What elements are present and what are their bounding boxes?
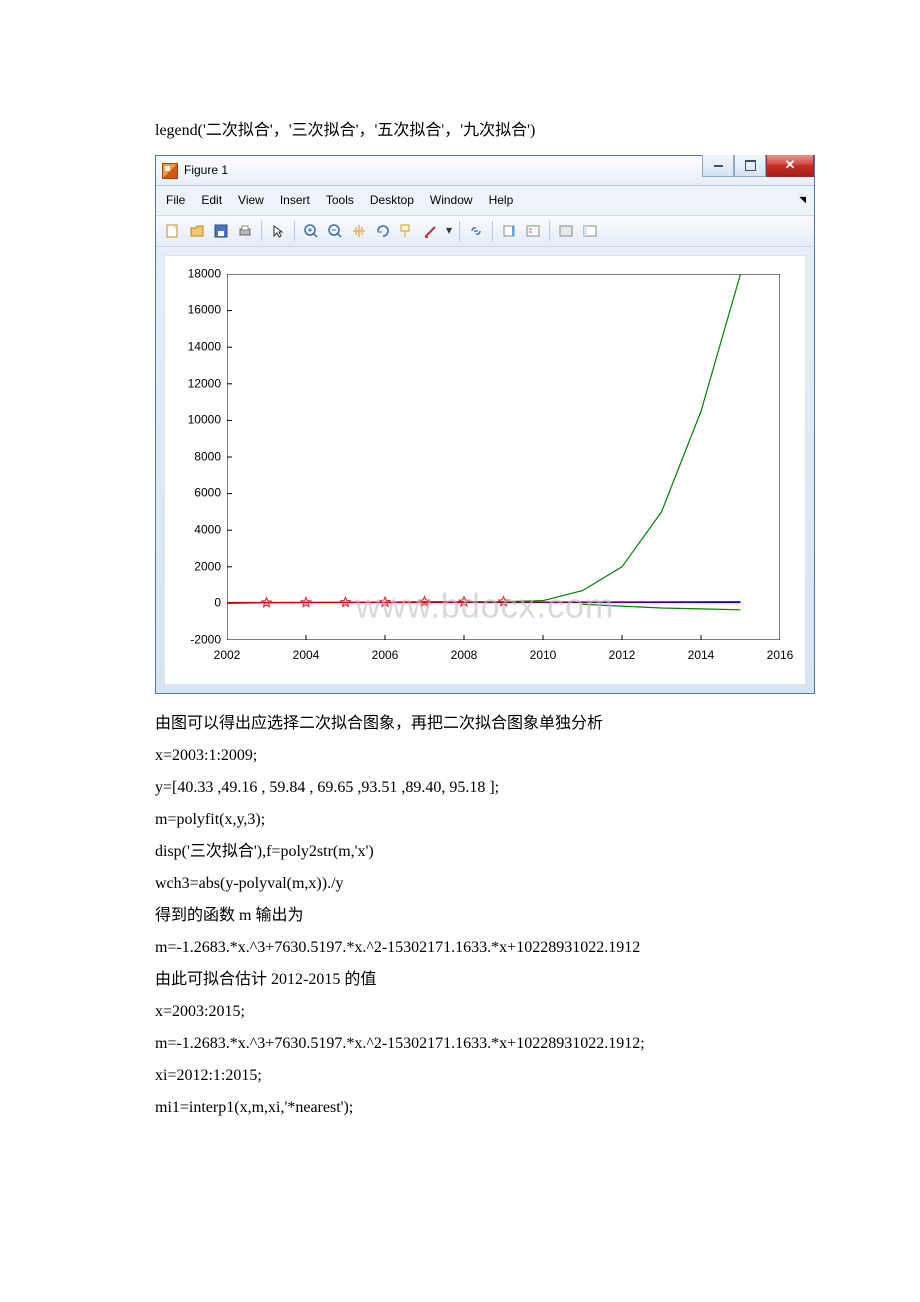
ytick-label: 10000	[177, 409, 227, 432]
pan-icon[interactable]	[348, 220, 370, 242]
ytick-label: 6000	[177, 482, 227, 505]
dropdown-icon[interactable]: ▾	[444, 220, 454, 242]
ytick-label: 8000	[177, 445, 227, 468]
chart-canvas	[227, 274, 780, 640]
menu-toggle-icon[interactable]: ◥	[799, 190, 806, 211]
body-l9: 由此可拟合估计 2012-2015 的值	[155, 964, 765, 996]
menu-help[interactable]: Help	[489, 189, 514, 212]
legend-icon[interactable]	[522, 220, 544, 242]
datacursor-icon[interactable]	[396, 220, 418, 242]
maximize-button[interactable]	[734, 155, 766, 177]
minimize-button[interactable]	[702, 155, 734, 177]
open-icon[interactable]	[186, 220, 208, 242]
body-l5: disp('三次拟合'),f=poly2str(m,'x')	[155, 836, 765, 868]
xtick-label: 2012	[609, 640, 636, 667]
titlebar: Figure 1 ✕	[156, 156, 814, 186]
brush-icon[interactable]	[420, 220, 442, 242]
zoom-out-icon[interactable]	[324, 220, 346, 242]
ytick-label: 2000	[177, 555, 227, 578]
body-l8: m=-1.2683.*x.^3+7630.5197.*x.^2-15302171…	[155, 932, 765, 964]
menu-desktop[interactable]: Desktop	[370, 189, 414, 212]
ytick-label: 0	[177, 592, 227, 615]
xtick-label: 2014	[688, 640, 715, 667]
body-l6: wch3=abs(y-polyval(m,x))./y	[155, 868, 765, 900]
body-l4: m=polyfit(x,y,3);	[155, 804, 765, 836]
body-l2: x=2003:1:2009;	[155, 740, 765, 772]
menu-edit[interactable]: Edit	[201, 189, 222, 212]
body-l7: 得到的函数 m 输出为	[155, 900, 765, 932]
menubar: File Edit View Insert Tools Desktop Wind…	[156, 186, 814, 216]
new-figure-icon[interactable]	[162, 220, 184, 242]
xtick-label: 2016	[767, 640, 794, 667]
link-icon[interactable]	[465, 220, 487, 242]
xtick-label: 2004	[293, 640, 320, 667]
figure-window: Figure 1 ✕ File Edit View Insert Tools D…	[155, 155, 815, 694]
ytick-label: 14000	[177, 336, 227, 359]
show-plot-tools-icon[interactable]	[579, 220, 601, 242]
ytick-label: 4000	[177, 519, 227, 542]
xtick-label: 2002	[214, 640, 241, 667]
xtick-label: 2010	[530, 640, 557, 667]
body-l10: x=2003:2015;	[155, 996, 765, 1028]
body-l3: y=[40.33 ,49.16 , 59.84 , 69.65 ,93.51 ,…	[155, 772, 765, 804]
print-icon[interactable]	[234, 220, 256, 242]
plot-area: -200002000400060008000100001200014000160…	[164, 255, 806, 685]
ytick-label: 16000	[177, 299, 227, 322]
window-title: Figure 1	[184, 159, 702, 182]
body-l12: xi=2012:1:2015;	[155, 1060, 765, 1092]
save-icon[interactable]	[210, 220, 232, 242]
menu-window[interactable]: Window	[430, 189, 473, 212]
hide-plot-tools-icon[interactable]	[555, 220, 577, 242]
menu-insert[interactable]: Insert	[280, 189, 310, 212]
body-l11: m=-1.2683.*x.^3+7630.5197.*x.^2-15302171…	[155, 1028, 765, 1060]
rotate-icon[interactable]	[372, 220, 394, 242]
zoom-in-icon[interactable]	[300, 220, 322, 242]
ytick-label: 18000	[177, 262, 227, 285]
ytick-label: 12000	[177, 372, 227, 395]
menu-view[interactable]: View	[238, 189, 264, 212]
menu-tools[interactable]: Tools	[326, 189, 354, 212]
matlab-figure-icon	[162, 163, 178, 179]
toolbar: ▾	[156, 216, 814, 247]
legend-line: legend('二次拟合'，'三次拟合'，'五次拟合'，'九次拟合')	[155, 115, 765, 147]
xtick-label: 2006	[372, 640, 399, 667]
body-l1: 由图可以得出应选择二次拟合图象，再把二次拟合图象单独分析	[155, 708, 765, 740]
close-button[interactable]: ✕	[766, 155, 814, 177]
menu-file[interactable]: File	[166, 189, 185, 212]
xtick-label: 2008	[451, 640, 478, 667]
pointer-icon[interactable]	[267, 220, 289, 242]
colorbar-icon[interactable]	[498, 220, 520, 242]
body-l13: mi1=interp1(x,m,xi,'*nearest');	[155, 1092, 765, 1124]
